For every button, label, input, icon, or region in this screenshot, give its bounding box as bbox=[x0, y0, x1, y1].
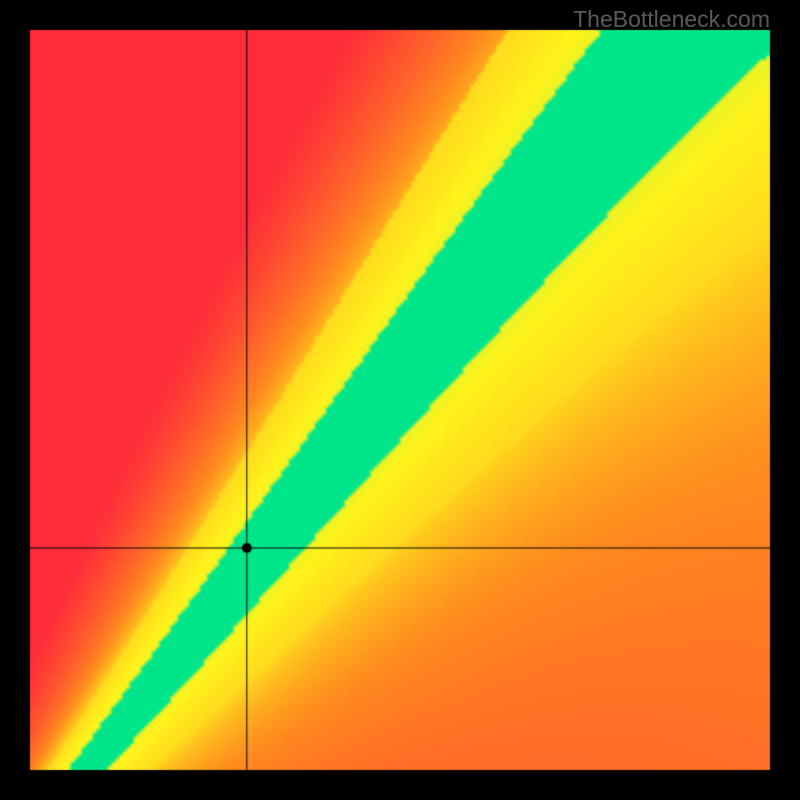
bottleneck-heatmap bbox=[0, 0, 800, 800]
watermark-text: TheBottleneck.com bbox=[573, 6, 770, 33]
